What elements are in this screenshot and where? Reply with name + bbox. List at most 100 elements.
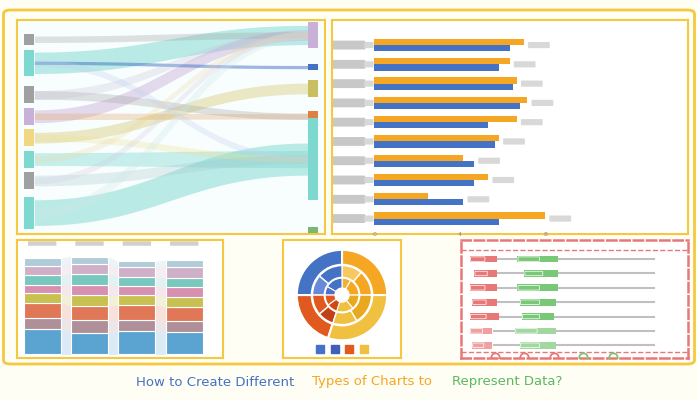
Bar	[524, 270, 558, 277]
Bar	[308, 111, 318, 122]
Bar	[71, 320, 108, 333]
FancyBboxPatch shape	[364, 216, 373, 222]
Text: How to Create Different: How to Create Different	[137, 376, 299, 388]
Text: 4: 4	[458, 232, 461, 237]
Bar	[374, 218, 499, 225]
Wedge shape	[328, 299, 340, 311]
FancyBboxPatch shape	[364, 177, 373, 183]
Bar	[519, 299, 556, 306]
Text: 8: 8	[543, 232, 547, 237]
Bar	[374, 78, 517, 84]
Bar	[24, 285, 61, 293]
FancyBboxPatch shape	[364, 138, 373, 144]
Bar	[374, 103, 520, 109]
Bar	[374, 193, 428, 199]
FancyBboxPatch shape	[523, 314, 540, 319]
Bar	[119, 261, 156, 267]
Bar	[71, 264, 108, 274]
Wedge shape	[313, 276, 329, 295]
FancyBboxPatch shape	[332, 137, 365, 146]
Bar	[519, 342, 556, 348]
Bar	[374, 135, 499, 142]
Bar	[24, 196, 34, 229]
Bar	[374, 212, 545, 218]
FancyBboxPatch shape	[478, 158, 500, 164]
Bar	[522, 313, 554, 320]
FancyBboxPatch shape	[468, 196, 489, 202]
Bar	[119, 267, 156, 276]
Bar	[165, 307, 203, 322]
Circle shape	[336, 289, 348, 301]
Bar	[71, 256, 108, 264]
Bar	[119, 276, 156, 286]
Bar	[517, 284, 558, 291]
FancyBboxPatch shape	[503, 138, 525, 144]
Wedge shape	[351, 295, 371, 321]
Bar	[119, 331, 156, 354]
Bar	[24, 318, 61, 328]
FancyBboxPatch shape	[532, 100, 554, 106]
FancyBboxPatch shape	[470, 314, 486, 319]
FancyBboxPatch shape	[475, 271, 487, 276]
FancyBboxPatch shape	[470, 257, 485, 261]
Bar	[374, 122, 488, 128]
Wedge shape	[342, 266, 361, 282]
FancyBboxPatch shape	[525, 271, 543, 276]
Bar	[165, 322, 203, 332]
Bar	[165, 260, 203, 267]
Wedge shape	[297, 295, 333, 338]
FancyBboxPatch shape	[332, 60, 365, 69]
Text: Types of Charts to: Types of Charts to	[313, 376, 437, 388]
Bar	[24, 129, 34, 146]
FancyBboxPatch shape	[332, 176, 365, 184]
FancyBboxPatch shape	[364, 100, 373, 106]
Wedge shape	[337, 300, 353, 312]
Bar	[308, 22, 318, 48]
FancyBboxPatch shape	[332, 118, 365, 127]
Bar	[374, 161, 474, 167]
Wedge shape	[313, 295, 329, 314]
Wedge shape	[347, 295, 359, 308]
Bar	[470, 328, 493, 334]
FancyBboxPatch shape	[364, 158, 373, 164]
Bar	[119, 296, 156, 305]
Bar	[470, 256, 497, 262]
Bar	[71, 296, 108, 306]
Wedge shape	[333, 310, 357, 324]
FancyBboxPatch shape	[470, 329, 483, 333]
FancyBboxPatch shape	[521, 119, 542, 125]
Bar	[24, 275, 61, 285]
Bar	[24, 86, 34, 104]
Bar	[119, 305, 156, 320]
FancyBboxPatch shape	[123, 241, 151, 246]
Wedge shape	[346, 280, 359, 295]
Bar	[374, 39, 524, 45]
Text: Represent Data?: Represent Data?	[452, 376, 562, 388]
Wedge shape	[325, 295, 336, 305]
Bar	[24, 293, 61, 302]
Bar	[71, 285, 108, 296]
Bar	[71, 333, 108, 354]
FancyBboxPatch shape	[332, 156, 365, 165]
FancyBboxPatch shape	[470, 286, 485, 290]
Wedge shape	[325, 287, 336, 295]
FancyBboxPatch shape	[521, 80, 542, 87]
FancyBboxPatch shape	[520, 343, 540, 348]
Bar	[308, 64, 318, 70]
Bar	[470, 284, 497, 291]
FancyBboxPatch shape	[332, 98, 365, 107]
Bar	[374, 174, 488, 180]
Bar	[374, 116, 517, 122]
Bar	[24, 150, 34, 168]
Bar	[517, 256, 558, 262]
Bar	[308, 118, 318, 200]
Bar	[374, 180, 474, 186]
FancyBboxPatch shape	[332, 41, 365, 50]
FancyBboxPatch shape	[364, 119, 373, 125]
FancyBboxPatch shape	[518, 286, 540, 290]
Bar	[24, 258, 61, 266]
Bar	[165, 267, 203, 278]
Bar	[308, 226, 318, 233]
FancyBboxPatch shape	[528, 42, 550, 48]
FancyBboxPatch shape	[514, 61, 535, 68]
